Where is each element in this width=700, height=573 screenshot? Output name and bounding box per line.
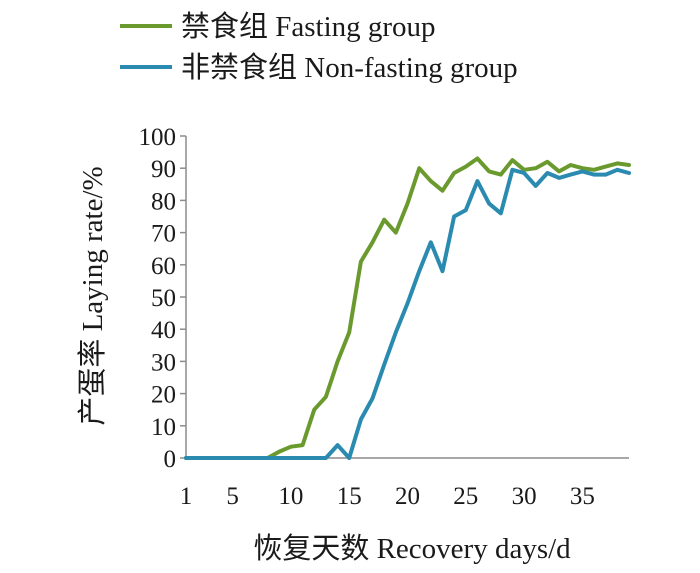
- y-tick-label: 40: [151, 317, 176, 344]
- series-line-non-fasting: [184, 167, 631, 460]
- x-tick-label: 15: [337, 483, 362, 510]
- legend: 禁食组 Fasting group 非禁食组 Non-fasting group: [120, 10, 518, 84]
- y-tick-label: 90: [151, 156, 176, 183]
- x-tick-label: 5: [226, 483, 239, 510]
- y-tick-label: 100: [139, 124, 177, 151]
- y-tick-label: 70: [151, 221, 176, 248]
- y-axis-label: 产蛋率 Laying rate/%: [76, 166, 109, 425]
- legend-label-non-fasting: 非禁食组 Non-fasting group: [181, 51, 518, 84]
- y-ticks: 0 10 20 30 40 50 60 70 80 90 100: [139, 124, 186, 473]
- y-tick-label: 30: [151, 349, 176, 376]
- x-ticks: 1 5 10 15 20 25 30 35: [180, 483, 595, 510]
- x-axis-label: 恢复天数 Recovery days/d: [253, 532, 571, 565]
- y-tick-label: 0: [164, 446, 177, 473]
- y-tick-label: 80: [151, 188, 176, 215]
- series-lines: [184, 156, 631, 460]
- y-tick-label: 10: [151, 414, 176, 441]
- x-tick-label: 35: [570, 483, 595, 510]
- y-tick-label: 20: [151, 382, 176, 409]
- x-tick-label: 1: [180, 483, 193, 510]
- x-tick-label: 30: [512, 483, 537, 510]
- x-tick-label: 10: [278, 483, 303, 510]
- x-tick-label: 25: [453, 483, 478, 510]
- y-tick-label: 60: [151, 253, 176, 280]
- x-tick-label: 20: [395, 483, 420, 510]
- legend-label-fasting: 禁食组 Fasting group: [181, 10, 436, 43]
- y-tick-label: 50: [151, 285, 176, 312]
